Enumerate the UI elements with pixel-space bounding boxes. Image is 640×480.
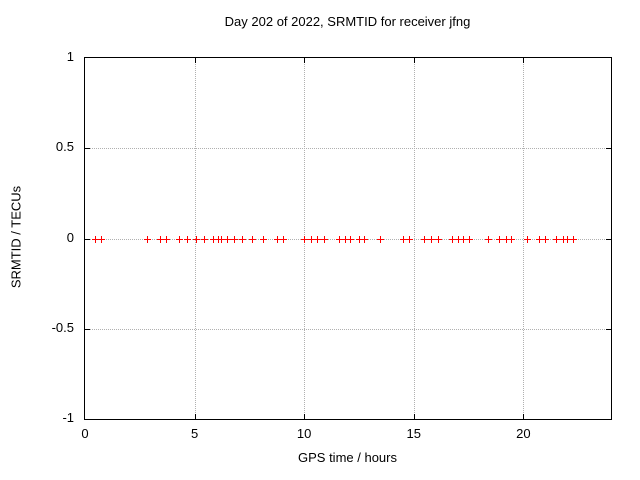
x-tick-mark [304, 414, 306, 419]
data-point-marker [535, 235, 543, 243]
y-tick-label: 0 [66, 229, 74, 245]
chart-title: Day 202 of 2022, SRMTID for receiver jfn… [224, 14, 471, 29]
data-point-marker [273, 235, 281, 243]
x-tick-label: 20 [516, 426, 531, 441]
y-gridline [85, 328, 611, 330]
data-point-marker [420, 235, 428, 243]
y-tick-mark [85, 328, 90, 330]
data-point-marker [569, 235, 577, 243]
data-point-marker [163, 235, 171, 243]
y-tick-mark [606, 148, 611, 150]
data-point-marker [156, 235, 164, 243]
data-point-marker [238, 235, 246, 243]
data-point-marker [376, 235, 384, 243]
x-tick-mark [194, 58, 196, 63]
data-point-marker [347, 235, 355, 243]
data-point-marker [465, 235, 473, 243]
plot-area [84, 57, 612, 420]
data-point-marker [454, 235, 462, 243]
data-point-marker [559, 235, 567, 243]
data-point-marker [399, 235, 407, 243]
data-point-marker [314, 235, 322, 243]
data-point-marker [259, 235, 267, 243]
y-tick-mark [606, 238, 611, 240]
data-point-marker [307, 235, 315, 243]
data-point-marker [449, 235, 457, 243]
y-tick-label: -0.5 [51, 319, 74, 335]
data-point-marker [485, 235, 493, 243]
data-point-marker [176, 235, 184, 243]
x-tick-label: 0 [81, 426, 89, 441]
y-tick-mark [85, 238, 90, 240]
data-point-marker [217, 235, 225, 243]
data-point-marker [434, 235, 442, 243]
x-tick-label: 5 [190, 426, 199, 441]
data-point-marker [496, 235, 504, 243]
y-gridline [85, 148, 611, 150]
data-point-marker [355, 235, 363, 243]
data-point-marker [210, 235, 218, 243]
data-point-marker [248, 235, 256, 243]
data-point-marker [201, 235, 209, 243]
data-point-marker [320, 235, 328, 243]
data-point-marker [231, 235, 239, 243]
x-tick-mark [413, 414, 415, 419]
x-tick-label: 10 [296, 426, 312, 441]
data-point-marker [508, 235, 516, 243]
data-point-marker [428, 235, 436, 243]
data-point-marker [361, 235, 369, 243]
x-tick-mark [413, 58, 415, 63]
x-tick-mark [523, 414, 525, 419]
data-point-marker [564, 235, 572, 243]
x-tick-mark [523, 58, 525, 63]
y-tick-label: -1 [62, 410, 74, 425]
x-tick-mark [194, 414, 196, 419]
data-point-marker [144, 235, 152, 243]
y-tick-mark [606, 328, 611, 330]
data-point-marker [460, 235, 468, 243]
data-point-marker [91, 235, 99, 243]
y-tick-label: 1 [66, 49, 74, 64]
data-point-marker [192, 235, 200, 243]
x-tick-label: 15 [406, 426, 421, 441]
data-point-marker [301, 235, 309, 243]
x-axis-label: GPS time / hours [298, 450, 397, 465]
data-point-marker [98, 235, 106, 243]
data-point-marker [341, 235, 349, 243]
y-tick-label: 0.5 [55, 139, 74, 155]
data-point-marker [542, 235, 550, 243]
data-point-marker [502, 235, 510, 243]
data-point-marker [183, 235, 191, 243]
x-tick-mark [304, 58, 306, 63]
data-point-marker [553, 235, 561, 243]
data-point-marker [224, 235, 232, 243]
data-point-marker [523, 235, 531, 243]
data-point-marker [406, 235, 414, 243]
y-tick-mark [85, 148, 90, 150]
data-point-marker [280, 235, 288, 243]
data-point-marker [336, 235, 344, 243]
